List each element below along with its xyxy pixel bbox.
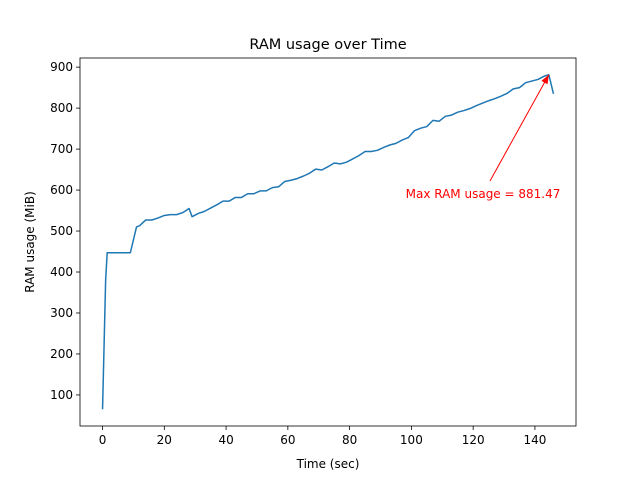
- x-tick-label: 140: [523, 433, 546, 447]
- y-tick-label: 200: [50, 347, 73, 361]
- annotation-arrowhead: [541, 74, 549, 85]
- y-tick-label: 800: [50, 101, 73, 115]
- x-tick-label: 80: [342, 433, 357, 447]
- y-tick-label: 600: [50, 183, 73, 197]
- plot-frame: [79, 57, 577, 427]
- x-tick-label: 40: [218, 433, 233, 447]
- x-axis-label: Time (sec): [296, 457, 360, 471]
- y-axis-label: RAM usage (MiB): [23, 191, 37, 293]
- x-tick-label: 60: [280, 433, 295, 447]
- y-tick-label: 400: [50, 265, 73, 279]
- x-tick-label: 100: [400, 433, 423, 447]
- chart-title: RAM usage over Time: [249, 37, 406, 53]
- annotation-text: Max RAM usage = 881.47: [406, 187, 561, 201]
- x-tick-label: 20: [157, 433, 172, 447]
- y-tick-label: 900: [50, 60, 73, 74]
- y-tick-label: 700: [50, 142, 73, 156]
- x-tick-label: 120: [462, 433, 485, 447]
- annotation-arrow: [489, 74, 550, 182]
- line: [101, 73, 555, 410]
- x-tick-label: 0: [99, 433, 107, 447]
- y-tick-label: 100: [50, 388, 73, 402]
- y-tick-label: 300: [50, 306, 73, 320]
- y-tick-label: 500: [50, 224, 73, 238]
